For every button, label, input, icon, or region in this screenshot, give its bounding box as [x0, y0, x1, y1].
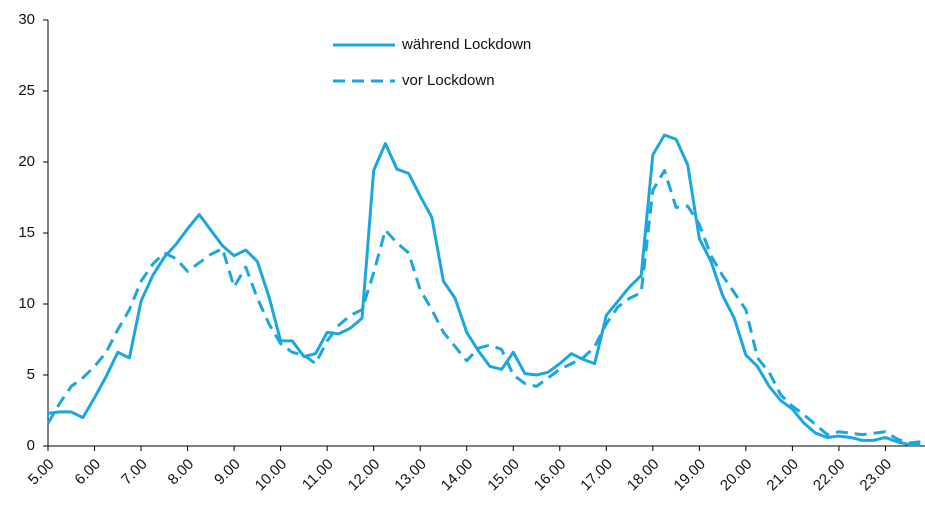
x-tick-label: 13.00 [391, 456, 430, 495]
x-tick-label: 23.00 [857, 456, 896, 495]
x-tick-label: 16.00 [531, 456, 570, 495]
x-tick-label: 11.00 [299, 456, 337, 494]
y-tick-label: 25 [18, 82, 35, 99]
x-tick-label: 6.00 [71, 456, 104, 489]
x-tick-label: 17.00 [577, 456, 616, 495]
x-tick-label: 12.00 [345, 456, 384, 495]
x-tick-label: 10.00 [252, 456, 291, 495]
y-tick-label: 30 [18, 11, 35, 28]
x-tick-label: 8.00 [165, 456, 198, 489]
x-tick-label: 20.00 [717, 456, 756, 495]
legend-label: vor Lockdown [402, 72, 495, 89]
x-tick-label: 7.00 [118, 456, 151, 489]
y-tick-label: 10 [18, 295, 35, 312]
x-tick-label: 19.00 [670, 456, 709, 495]
x-tick-label: 15.00 [484, 456, 523, 495]
x-tick-label: 18.00 [624, 456, 663, 495]
y-tick-label: 15 [18, 224, 35, 241]
legend-label: während Lockdown [401, 36, 531, 53]
y-tick-label: 5 [27, 366, 35, 383]
x-tick-label: 22.00 [810, 456, 849, 495]
x-tick-label: 5.00 [25, 456, 58, 489]
x-tick-label: 9.00 [211, 456, 244, 489]
y-tick-label: 0 [27, 437, 35, 454]
y-tick-label: 20 [18, 153, 35, 170]
x-tick-label: 14.00 [438, 456, 477, 495]
x-tick-label: 21.00 [763, 456, 802, 495]
series-line [47, 133, 921, 447]
series-line [46, 169, 921, 445]
